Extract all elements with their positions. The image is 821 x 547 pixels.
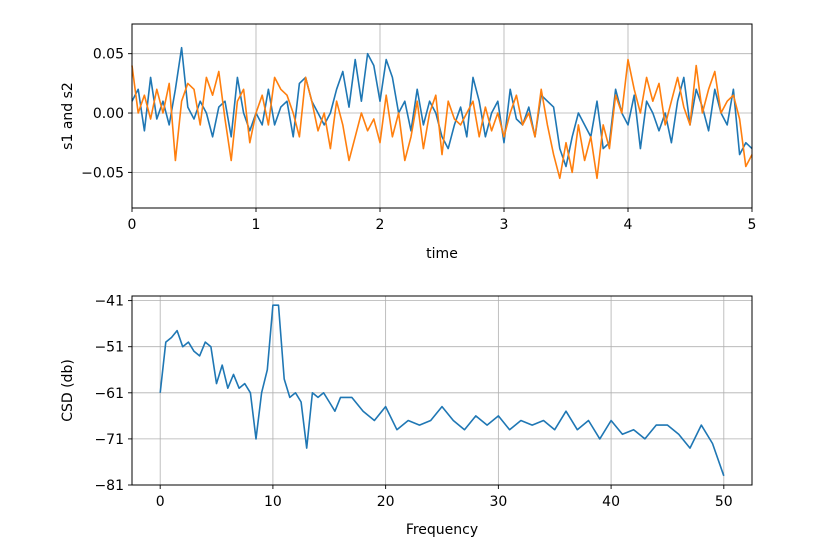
csd-plot: 0 10 20 30 40 50 −41 −51 −61 −71 −81 Frequency CSD (… — [60, 294, 753, 538]
x-tick-label: 2 — [376, 217, 385, 233]
axes-frame — [131, 295, 753, 486]
x-tick-label: 5 — [748, 217, 757, 233]
y-tick-label: −0.05 — [81, 165, 124, 181]
x-tick-label: 20 — [377, 494, 395, 510]
axes-frame — [131, 23, 753, 209]
series-line-0 — [131, 46, 753, 168]
x-axis-label: time — [426, 246, 458, 262]
series-line-1 — [131, 58, 753, 180]
y-axis-label: s1 and s2 — [60, 82, 76, 150]
y-tick-label: −61 — [94, 386, 124, 402]
series-line-0 — [159, 304, 725, 477]
x-tick-label: 1 — [252, 217, 261, 233]
x-tick-label: 0 — [156, 494, 165, 510]
y-axis-label: CSD (db) — [60, 359, 76, 422]
y-tick-label: −71 — [94, 432, 124, 448]
x-tick-label: 3 — [500, 217, 509, 233]
y-tick-label: −51 — [94, 340, 124, 356]
x-axis-label: Frequency — [406, 522, 478, 538]
x-tick-label: 0 — [128, 217, 137, 233]
x-tick-label: 4 — [624, 217, 633, 233]
y-tick-label: −81 — [94, 478, 124, 494]
time-series-plot: 0 1 2 3 4 5 0.05 0.00 −0.05 time s1 and s2 — [60, 23, 757, 262]
y-tick-label: 0.00 — [93, 106, 124, 122]
x-tick-label: 50 — [715, 494, 733, 510]
y-tick-label: 0.05 — [93, 47, 124, 63]
y-tick-label: −41 — [94, 294, 124, 310]
x-tick-label: 30 — [489, 494, 507, 510]
x-tick-label: 10 — [264, 494, 282, 510]
x-tick-label: 40 — [602, 494, 620, 510]
